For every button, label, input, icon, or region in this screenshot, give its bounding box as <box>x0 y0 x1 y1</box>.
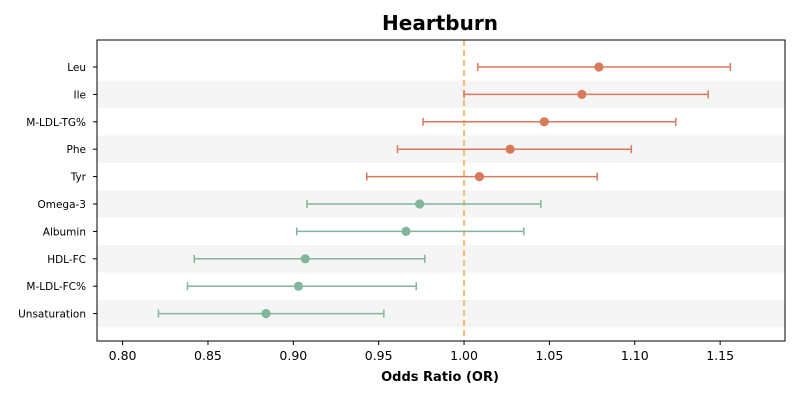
or-point <box>594 62 604 72</box>
forest-row-unsaturation <box>157 309 385 319</box>
x-tick-label: 0.85 <box>194 348 222 363</box>
y-category-label: Phe <box>67 144 86 156</box>
chart-title: Heartburn <box>382 11 498 35</box>
forest-row-m-ldl-fc- <box>186 281 417 291</box>
x-tick-label: 1.05 <box>535 348 563 363</box>
plot-frame <box>96 39 786 342</box>
y-category-label: Ile <box>74 89 86 101</box>
y-category-label: HDL-FC <box>47 254 86 266</box>
or-point <box>401 226 411 236</box>
y-category-label: Omega-3 <box>37 199 86 211</box>
forest-row-omega-3 <box>306 199 542 209</box>
y-category-label: M-LDL-FC% <box>26 281 86 293</box>
y-category-label: Albumin <box>43 226 86 238</box>
y-category-label: M-LDL-TG% <box>26 117 86 129</box>
x-tick-label: 0.90 <box>279 348 307 363</box>
or-point <box>474 172 485 182</box>
forest-row-ile <box>463 89 709 99</box>
x-axis-label: Odds Ratio (OR) <box>381 370 499 385</box>
y-category-label: Unsaturation <box>18 309 86 321</box>
or-point <box>577 89 587 99</box>
forest-row-tyr <box>365 172 598 182</box>
marks-layer <box>157 62 732 319</box>
or-point <box>505 144 515 154</box>
x-axis-ticks: 0.80 0.85 0.90 0.95 1.00 1.05 1.10 1.15 <box>109 341 734 363</box>
y-category-label: Tyr <box>70 172 87 184</box>
y-category-label: Leu <box>67 62 86 74</box>
x-tick-label: 1.15 <box>706 348 734 363</box>
x-tick-label: 1.10 <box>621 348 649 363</box>
or-point <box>539 117 549 127</box>
x-tick-label: 0.80 <box>109 348 137 363</box>
x-tick-label: 1.00 <box>450 348 478 363</box>
forest-row-m-ldl-tg- <box>422 117 677 127</box>
forest-row-hdl-fc <box>193 254 426 264</box>
forest-row-albumin <box>295 226 525 236</box>
or-point <box>415 199 425 209</box>
or-point <box>300 254 310 264</box>
forest-row-phe <box>396 144 633 154</box>
y-axis-categories: Leu Ile M-LDL-TG% Phe Tyr Omega-3 Albumin HDL-F… <box>18 62 97 321</box>
or-point <box>261 309 271 319</box>
forest-row-leu <box>476 62 732 72</box>
x-tick-label: 0.95 <box>365 348 393 363</box>
or-point <box>293 281 304 291</box>
